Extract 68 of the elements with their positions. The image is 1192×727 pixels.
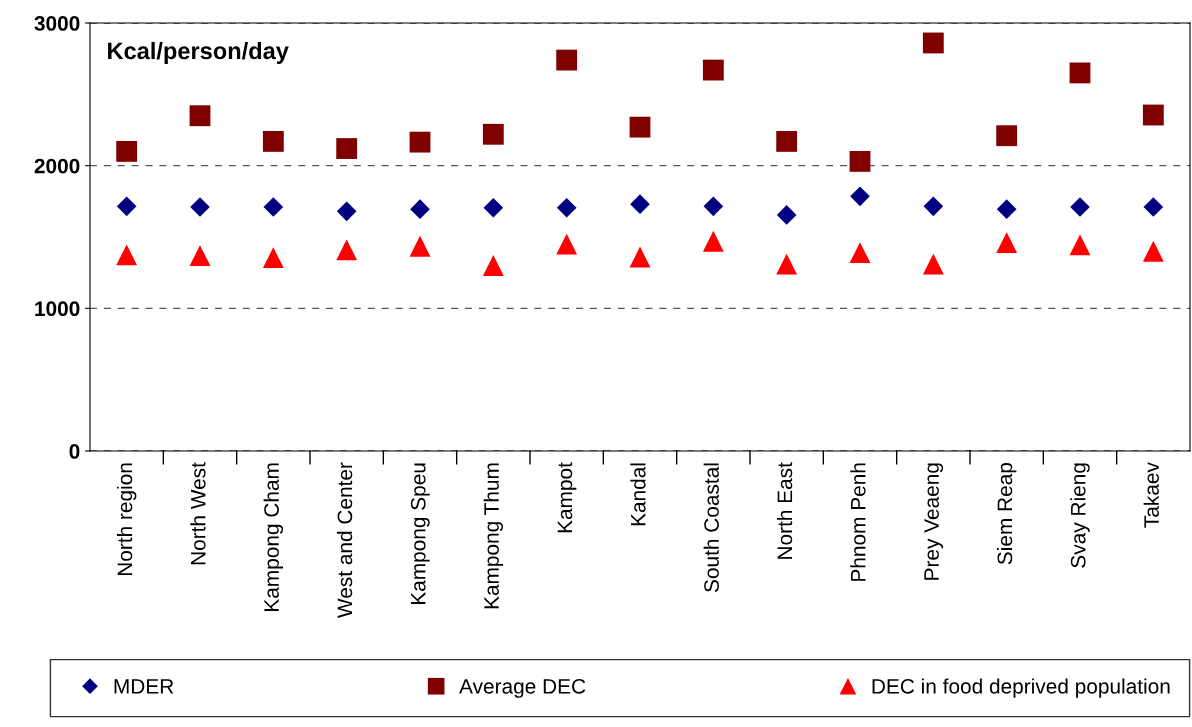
point	[1142, 104, 1164, 126]
point	[776, 205, 797, 225]
point	[1069, 62, 1091, 84]
x-tick-label: Phnom Penh	[850, 463, 866, 581]
point	[996, 125, 1018, 147]
point	[703, 196, 724, 217]
legend-label: DEC in food deprived population	[872, 678, 1170, 698]
point	[263, 197, 284, 217]
point	[629, 246, 651, 268]
point	[702, 230, 724, 252]
point	[116, 140, 138, 162]
point	[336, 201, 357, 222]
point	[1070, 197, 1090, 217]
x-tick-label: Svay Rieng	[1070, 463, 1090, 568]
point	[189, 245, 211, 266]
point	[1143, 197, 1164, 217]
point	[483, 197, 504, 218]
point	[409, 131, 431, 153]
legend-label: MDER	[114, 679, 174, 694]
x-tick-label: Kampong Thum	[483, 463, 504, 609]
point	[996, 199, 1017, 219]
point	[190, 197, 210, 217]
point	[629, 116, 651, 138]
point	[116, 244, 138, 266]
point	[776, 253, 798, 275]
y-tick-label: 3000	[34, 16, 80, 31]
point	[189, 105, 211, 127]
point	[922, 32, 944, 54]
x-tick-label: Kampong Cham	[263, 463, 284, 611]
point	[850, 186, 870, 207]
point	[923, 196, 944, 217]
point	[262, 131, 284, 152]
y-tick-label: 2000	[34, 158, 80, 174]
point	[262, 247, 284, 269]
x-tick-label: Takaev	[1143, 462, 1159, 528]
legend-label: Average DEC	[459, 678, 586, 698]
point	[336, 239, 358, 261]
x-tick-label: North region	[116, 463, 137, 576]
point	[556, 49, 578, 71]
point	[849, 242, 871, 264]
point	[996, 232, 1018, 254]
x-tick-label: Kandal	[630, 463, 646, 526]
x-tick-label: Prey Veaeng	[924, 463, 944, 580]
point	[630, 194, 650, 215]
point	[116, 196, 137, 217]
x-tick-label: West and Center	[336, 462, 353, 618]
point	[849, 150, 871, 172]
y-tick-label: 1000	[35, 301, 80, 317]
point	[336, 138, 358, 159]
point	[482, 255, 504, 276]
x-tick-label: Siem Reap	[996, 462, 1017, 565]
point	[776, 131, 798, 152]
point	[1069, 234, 1091, 256]
point	[1142, 240, 1164, 262]
x-tick-label: South Coastal	[703, 463, 719, 593]
y-tick-label: 0	[69, 444, 80, 459]
point	[409, 235, 431, 257]
x-tick-label: North East	[776, 462, 793, 559]
x-tick-label: Kampong Speu	[410, 463, 430, 605]
point	[702, 59, 724, 81]
x-tick-label: North West	[190, 462, 206, 565]
x-tick-label: Kampot	[557, 462, 577, 533]
point	[922, 253, 944, 275]
point	[482, 123, 504, 145]
point	[556, 197, 577, 218]
point	[556, 233, 578, 255]
annotation: Kcal/person/day	[108, 41, 289, 64]
point	[410, 199, 430, 219]
